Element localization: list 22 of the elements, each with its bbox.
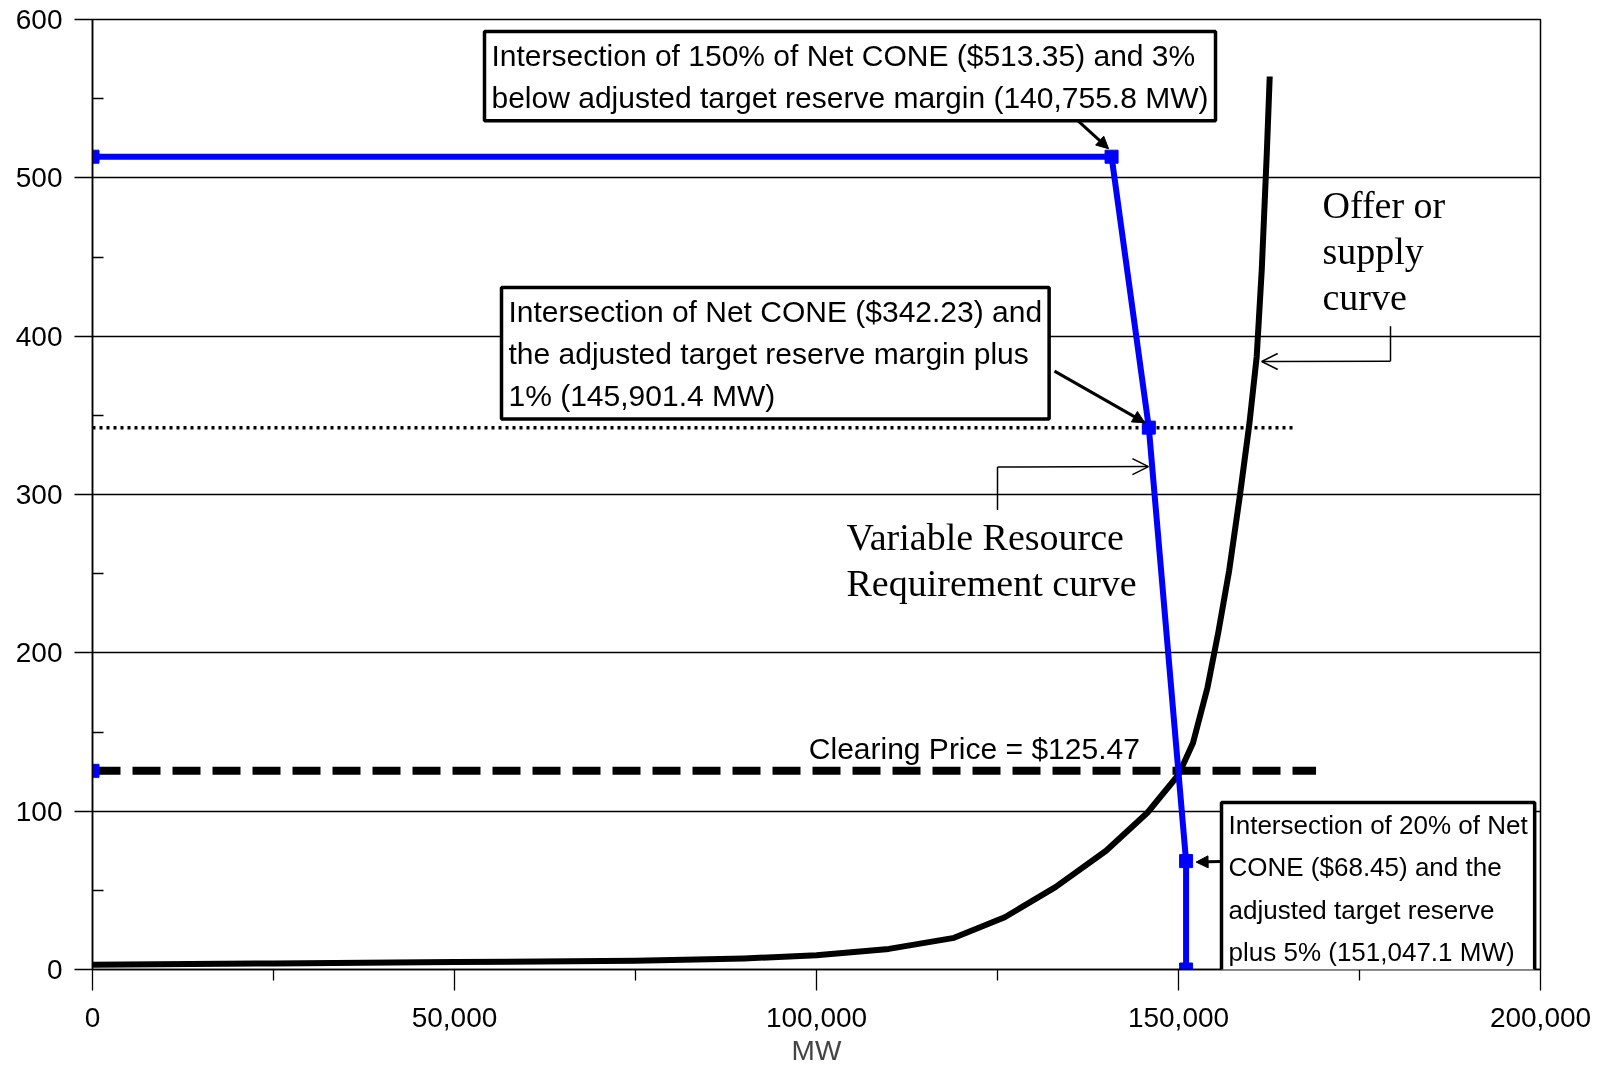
x-axis-title: MW (791, 1034, 842, 1066)
y-tick-label: 0 (46, 954, 63, 985)
x-tick-label: 150,000 (1127, 1001, 1230, 1033)
annotation: Intersection of 150% of Net CONE ($513.35) and 3% below adjusted target reserve margin (140,755.8 MW) (491, 38, 1209, 114)
y-tick-label: 400 (15, 320, 63, 352)
y-tick-label: 500 (15, 162, 63, 194)
x-tick-label: 50,000 (411, 1001, 498, 1033)
x-tick-label: 100,000 (765, 1001, 868, 1033)
y-tick-label: 200 (15, 637, 63, 669)
point (1141, 420, 1156, 435)
y-tick-label: 300 (15, 479, 63, 510)
point (1104, 149, 1119, 164)
annotation: Offer or supply curve (1322, 183, 1446, 318)
x-tick-label: 0 (84, 1001, 101, 1033)
annotation: Variable Resource Requirement curve (846, 515, 1137, 604)
annotation: Intersection of Net CONE ($342.23) and the adjusted target reserve margin plus 1% (145,901.4 MW) (508, 294, 1043, 412)
annotation: Clearing Price = $125.47 (808, 731, 1140, 765)
annotation: Intersection of 20% of Net CONE ($68.45) and the adjusted target reserve plus 5% (151,047.1 MW) (1228, 809, 1529, 968)
y-tick-label: 100 (15, 795, 63, 827)
y-tick-label: 600 (15, 4, 63, 35)
x-tick-label: 200,000 (1489, 1001, 1592, 1033)
point (1179, 854, 1194, 869)
